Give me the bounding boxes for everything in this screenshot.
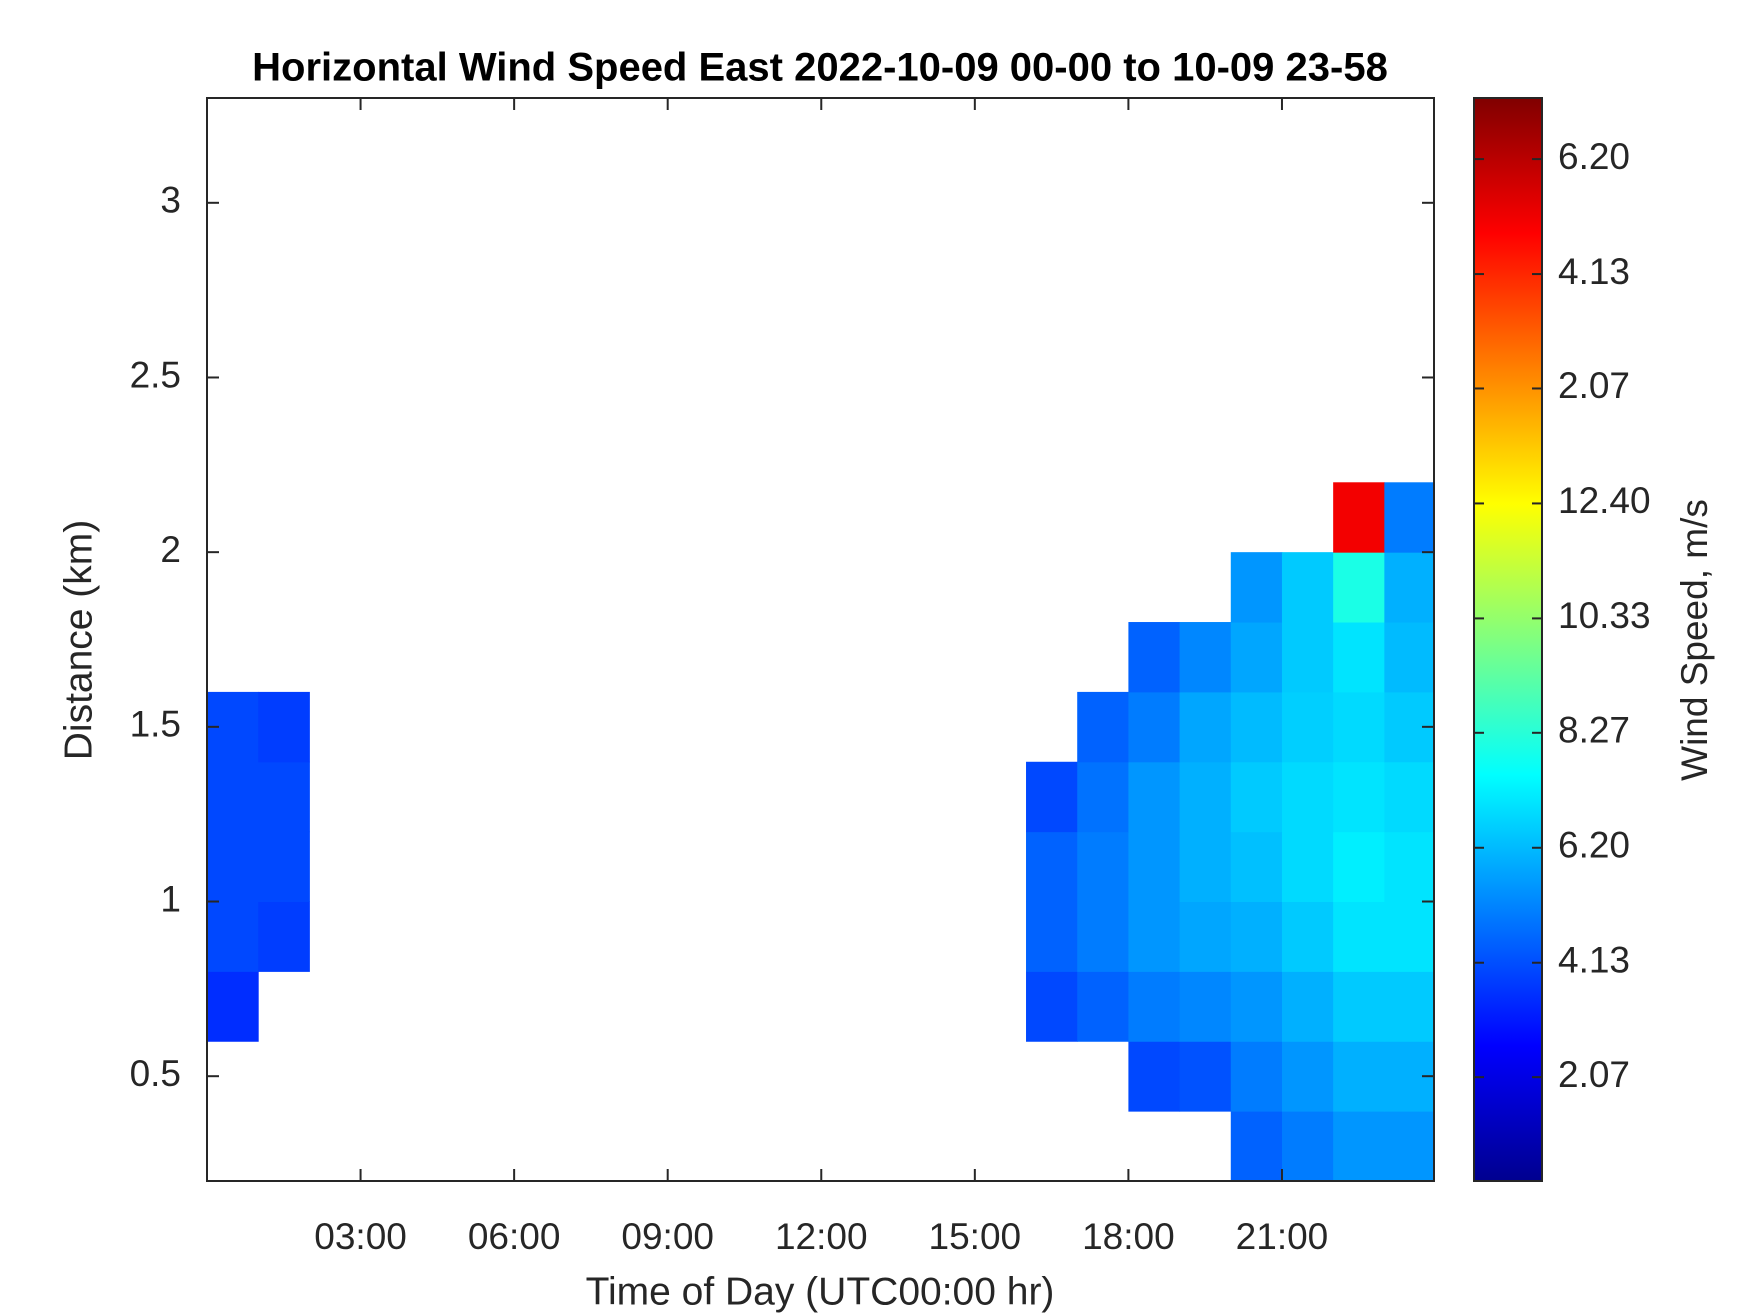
- colorbar-tick-label: 6.20: [1558, 136, 1630, 177]
- heat-cell: [1179, 971, 1232, 1042]
- y-axis-label: Distance (km): [57, 520, 100, 761]
- heat-cell: [1128, 691, 1181, 763]
- heat-cell: [1384, 831, 1435, 903]
- heat-cell: [1333, 622, 1385, 693]
- heat-cell: [1384, 901, 1435, 972]
- heat-cell: [1333, 901, 1385, 972]
- heat-cell: [258, 901, 310, 972]
- heat-cell: [1384, 971, 1435, 1042]
- heat-cell: [1384, 552, 1435, 623]
- heat-cell: [1333, 691, 1385, 763]
- x-tick-label: 15:00: [929, 1216, 1022, 1257]
- heat-cell: [1128, 971, 1181, 1042]
- y-tick-label: 2.5: [130, 354, 181, 395]
- heat-cell: [1077, 971, 1129, 1042]
- heat-cell: [1333, 482, 1385, 553]
- colorbar-tick-label: 4.13: [1558, 251, 1630, 292]
- y-tick-label: 3: [160, 180, 181, 221]
- heat-cell: [1179, 622, 1232, 693]
- heat-cell: [1384, 622, 1435, 693]
- heat-cell: [1333, 761, 1385, 833]
- heat-cell: [1179, 761, 1232, 833]
- heat-cell: [1281, 1111, 1334, 1182]
- heat-cell: [1281, 971, 1334, 1042]
- heat-cell: [1077, 901, 1129, 972]
- y-tick-label: 1.5: [130, 704, 181, 745]
- heat-cell: [1179, 831, 1232, 903]
- heat-cell: [1281, 622, 1334, 693]
- heat-cell: [1230, 901, 1283, 972]
- heat-cell: [1230, 1041, 1283, 1112]
- heat-cell: [258, 691, 310, 763]
- x-tick-label: 12:00: [775, 1216, 868, 1257]
- heat-cell: [1128, 761, 1181, 833]
- heat-cell: [1333, 552, 1385, 623]
- heat-cell: [1230, 1111, 1283, 1182]
- x-axis-label: Time of Day (UTC00:00 hr): [586, 1270, 1055, 1313]
- heat-cell: [1281, 901, 1334, 972]
- heat-cell: [1077, 761, 1129, 833]
- heat-cell: [258, 761, 310, 833]
- heat-cell: [1384, 482, 1435, 553]
- heat-cell: [207, 761, 259, 833]
- colorbar-tick-label: 6.20: [1558, 825, 1630, 866]
- y-tick-label: 0.5: [130, 1053, 181, 1094]
- colorbar-tick-label: 2.07: [1558, 1054, 1630, 1095]
- heat-cell: [1281, 691, 1334, 763]
- heat-cell: [1333, 1041, 1385, 1112]
- heat-cell: [1230, 552, 1283, 623]
- heat-cell: [1384, 761, 1435, 833]
- heat-cell: [1281, 552, 1334, 623]
- heat-cell: [1026, 901, 1078, 972]
- colorbar-tick-label: 4.13: [1558, 940, 1630, 981]
- x-tick-label: 06:00: [468, 1216, 561, 1257]
- heat-cell: [1333, 831, 1385, 903]
- x-tick-label: 09:00: [621, 1216, 714, 1257]
- heat-cell: [1230, 691, 1283, 763]
- heat-cell: [1128, 831, 1181, 903]
- heat-cell: [1230, 622, 1283, 693]
- heat-cell: [1281, 1041, 1334, 1112]
- heat-cell: [1026, 971, 1078, 1042]
- colorbar-tick-label: 2.07: [1558, 365, 1630, 406]
- x-tick-label: 03:00: [314, 1216, 407, 1257]
- colorbar-tick-label: 8.27: [1558, 710, 1630, 751]
- heat-cell: [258, 831, 310, 903]
- heat-cell: [1384, 1111, 1435, 1182]
- heat-cell: [1333, 1111, 1385, 1182]
- heat-cell: [1026, 831, 1078, 903]
- heat-cell: [1281, 831, 1334, 903]
- colorbar: [1473, 97, 1543, 1182]
- heat-cell: [1230, 831, 1283, 903]
- colorbar-tick-label: 12.40: [1558, 480, 1651, 521]
- heat-cell: [1128, 901, 1181, 972]
- heat-cell: [1128, 1041, 1181, 1112]
- heat-cell: [1230, 971, 1283, 1042]
- heat-cell: [1179, 1041, 1232, 1112]
- heat-cell: [1026, 761, 1078, 833]
- x-tick-label: 21:00: [1236, 1216, 1329, 1257]
- heat-cell: [1128, 622, 1181, 693]
- y-tick-label: 1: [160, 878, 181, 919]
- heat-cell: [1230, 761, 1283, 833]
- heat-cell: [207, 831, 259, 903]
- heat-cell: [1179, 901, 1232, 972]
- heat-cell: [207, 901, 259, 972]
- x-tick-label: 18:00: [1082, 1216, 1175, 1257]
- heat-cell: [207, 971, 259, 1042]
- heat-cell: [1077, 691, 1129, 763]
- heat-cell: [1281, 761, 1334, 833]
- chart-title: Horizontal Wind Speed East 2022-10-09 00…: [252, 46, 1388, 90]
- heat-cell: [1333, 971, 1385, 1042]
- colorbar-tick-label: 10.33: [1558, 595, 1651, 636]
- y-tick-label: 2: [160, 529, 181, 570]
- heat-cell: [1077, 831, 1129, 903]
- colorbar-label: Wind Speed, m/s: [1674, 499, 1715, 781]
- heat-cell: [1179, 691, 1232, 763]
